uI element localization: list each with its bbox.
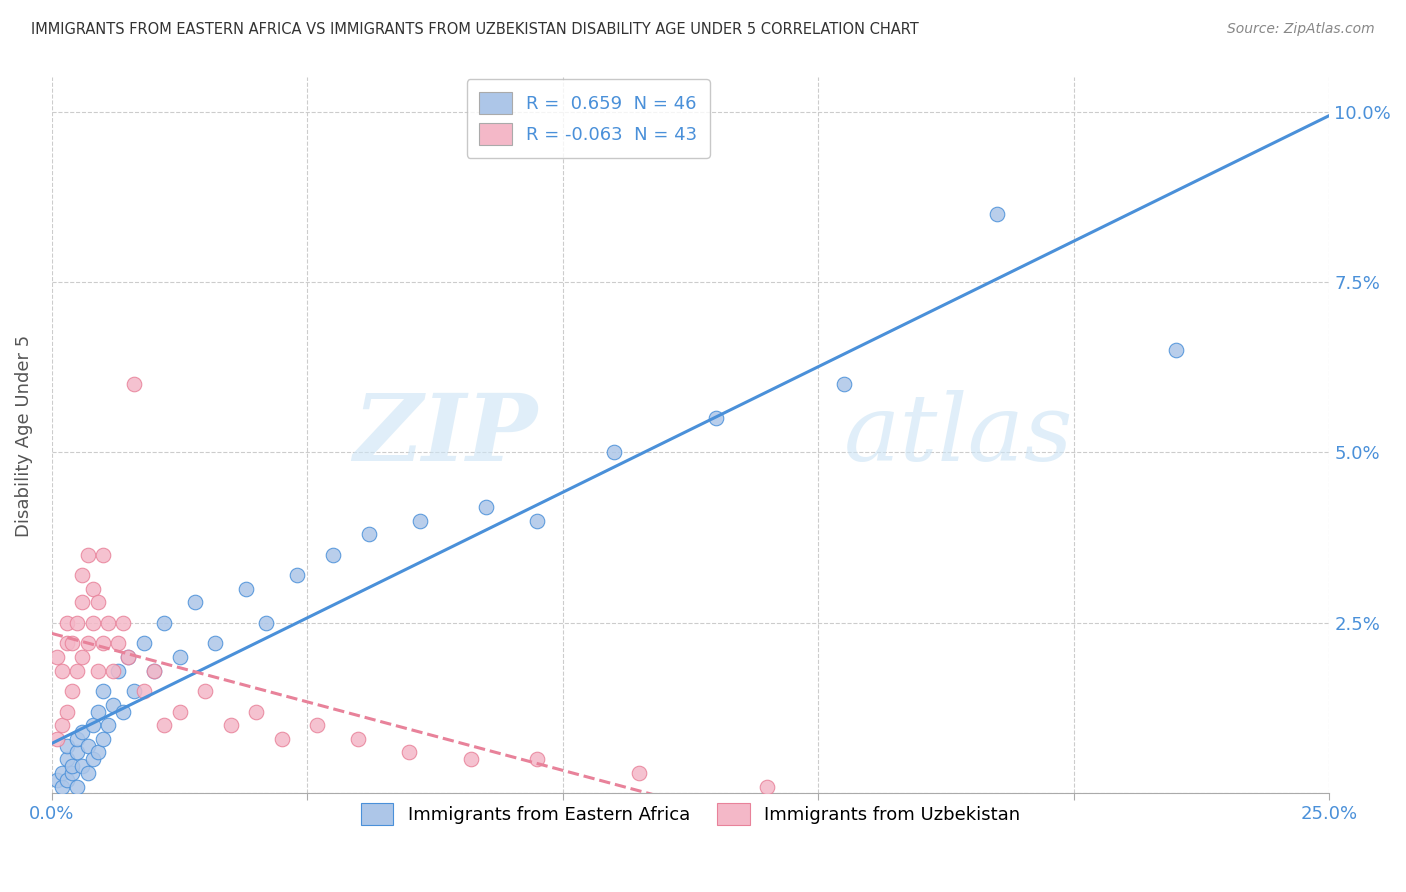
Point [82, 718, 104, 732]
Point [72, 725, 94, 739]
Point [56, 705, 79, 719]
Point [194, 684, 217, 698]
Point [112, 705, 135, 719]
Point [756, 780, 779, 794]
Point [60, 759, 83, 773]
Point [169, 705, 191, 719]
Point [66, 746, 89, 760]
Point [603, 445, 626, 459]
Point [409, 514, 432, 528]
Point [132, 684, 155, 698]
Point [82, 752, 104, 766]
Point [45, 650, 67, 665]
Point [56, 615, 79, 630]
Point [169, 650, 191, 665]
Point [51, 718, 73, 732]
Point [76, 765, 98, 780]
Point [986, 207, 1008, 221]
Point [51, 765, 73, 780]
Point [60, 636, 83, 650]
Point [153, 718, 176, 732]
Text: Source: ZipAtlas.com: Source: ZipAtlas.com [1227, 22, 1375, 37]
Point [60, 684, 83, 698]
Point [51, 664, 73, 678]
Point [235, 582, 257, 596]
Point [97, 718, 120, 732]
Point [101, 698, 124, 712]
Point [1164, 343, 1187, 358]
Point [66, 780, 89, 794]
Point [101, 664, 124, 678]
Point [254, 615, 277, 630]
Y-axis label: Disability Age Under 5: Disability Age Under 5 [15, 334, 32, 536]
Point [122, 684, 145, 698]
Point [357, 527, 380, 541]
Point [398, 746, 420, 760]
Point [132, 636, 155, 650]
Point [56, 752, 79, 766]
Point [322, 548, 344, 562]
Point [704, 411, 727, 425]
Point [112, 615, 135, 630]
Text: atlas: atlas [844, 391, 1073, 481]
Point [82, 582, 104, 596]
Point [87, 664, 110, 678]
Point [87, 746, 110, 760]
Point [76, 548, 98, 562]
Point [91, 636, 114, 650]
Point [460, 752, 482, 766]
Point [91, 731, 114, 746]
Point [72, 595, 94, 609]
Point [143, 664, 166, 678]
Point [270, 731, 292, 746]
Legend: Immigrants from Eastern Africa, Immigrants from Uzbekistan: Immigrants from Eastern Africa, Immigran… [352, 795, 1029, 834]
Point [72, 759, 94, 773]
Point [60, 765, 83, 780]
Point [76, 739, 98, 753]
Point [526, 752, 548, 766]
Point [72, 650, 94, 665]
Point [97, 615, 120, 630]
Point [107, 636, 129, 650]
Text: ZIP: ZIP [353, 391, 537, 481]
Point [51, 780, 73, 794]
Point [628, 765, 651, 780]
Point [87, 705, 110, 719]
Point [219, 718, 242, 732]
Point [66, 615, 89, 630]
Point [307, 718, 329, 732]
Text: IMMIGRANTS FROM EASTERN AFRICA VS IMMIGRANTS FROM UZBEKISTAN DISABILITY AGE UNDE: IMMIGRANTS FROM EASTERN AFRICA VS IMMIGR… [31, 22, 918, 37]
Point [204, 636, 226, 650]
Point [153, 615, 176, 630]
Point [117, 650, 139, 665]
Point [832, 377, 855, 392]
Point [122, 377, 145, 392]
Point [45, 731, 67, 746]
Point [475, 500, 498, 514]
Point [66, 731, 89, 746]
Point [245, 705, 267, 719]
Point [87, 595, 110, 609]
Point [56, 739, 79, 753]
Point [117, 650, 139, 665]
Point [347, 731, 370, 746]
Point [82, 615, 104, 630]
Point [56, 636, 79, 650]
Point [66, 664, 89, 678]
Point [285, 568, 308, 582]
Point [45, 772, 67, 787]
Point [91, 548, 114, 562]
Point [72, 568, 94, 582]
Point [76, 636, 98, 650]
Point [143, 664, 166, 678]
Point [56, 772, 79, 787]
Point [184, 595, 207, 609]
Point [107, 664, 129, 678]
Point [91, 684, 114, 698]
Point [526, 514, 548, 528]
